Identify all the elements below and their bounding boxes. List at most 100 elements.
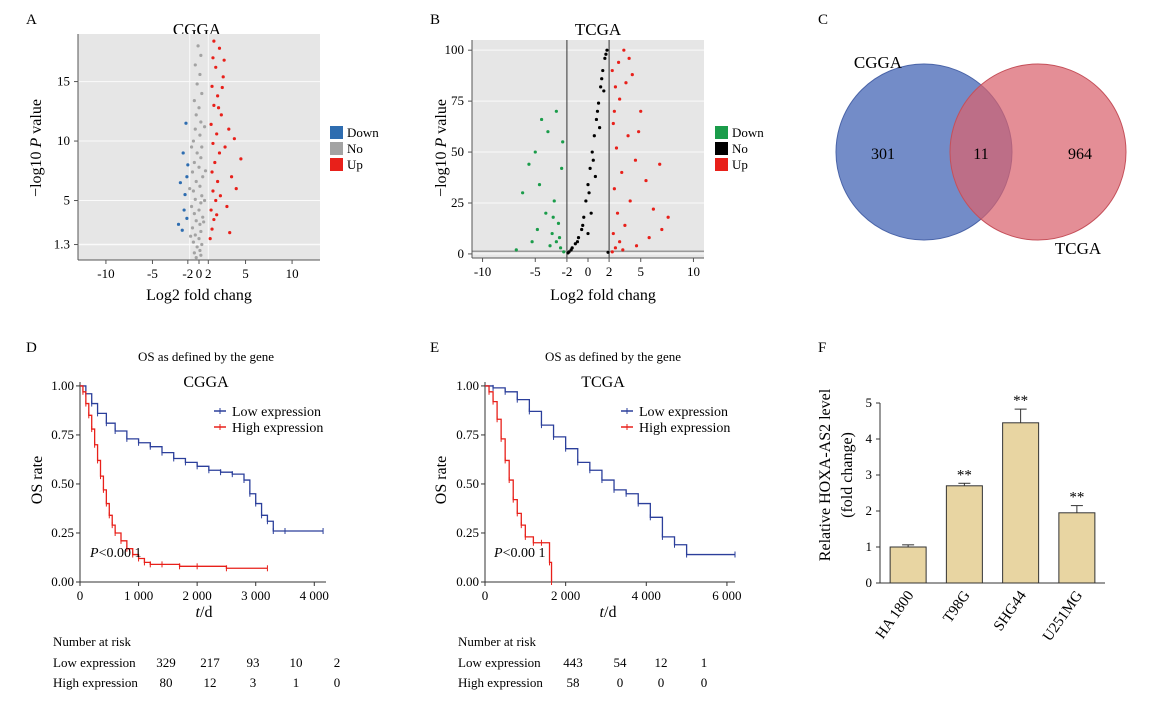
- data-point-no: [190, 226, 195, 230]
- panel-b-x-label: Log2 fold chang: [550, 287, 656, 304]
- data-point-up: [212, 39, 216, 43]
- data-point-down: [521, 191, 525, 195]
- panel-f-bars: ** ** **: [889, 393, 1096, 584]
- data-point-no: [203, 169, 208, 173]
- data-point-no: [195, 82, 199, 86]
- data-point-up: [213, 160, 217, 165]
- data-point-no: [200, 242, 204, 247]
- data-point-down: [544, 211, 548, 215]
- data-point-no: [594, 117, 599, 122]
- data-point-down: [181, 151, 185, 155]
- y-tick-label: 0.00: [456, 574, 479, 589]
- panel-e-subtitle: TCGA: [581, 374, 625, 391]
- data-point-up: [209, 208, 213, 212]
- data-point-up: [210, 227, 214, 231]
- y-tick-label: 0: [866, 575, 873, 590]
- data-point-no: [582, 215, 586, 219]
- risk-cell: 12: [204, 675, 217, 690]
- data-point-down: [554, 240, 558, 244]
- data-point-no: [202, 220, 206, 224]
- x-tick-label: 2: [205, 266, 212, 281]
- data-point-no: [194, 113, 198, 117]
- data-point-no: [603, 56, 607, 60]
- data-point-up: [624, 81, 628, 85]
- y-tick-label: 0.25: [456, 525, 479, 540]
- data-point-down: [554, 109, 558, 113]
- legend-label: High expression: [232, 421, 323, 436]
- data-point-down: [557, 236, 562, 240]
- panel-b-points: [514, 48, 670, 255]
- panel-letter-f: F: [818, 340, 826, 356]
- data-point-up: [228, 231, 232, 235]
- data-point-up: [216, 94, 220, 98]
- panel-a-x-label: Log2 fold chang: [146, 287, 252, 304]
- y-tick-label: 0.50: [51, 476, 74, 491]
- data-point-no: [199, 201, 203, 205]
- legend-swatch: [330, 158, 343, 171]
- data-point-no: [601, 68, 605, 73]
- panel-f-y-ticks: 0 1 2 3 4 5: [866, 395, 880, 590]
- data-point-no: [592, 134, 596, 138]
- data-point-up: [223, 145, 227, 149]
- y-tick-label: 15: [57, 74, 70, 89]
- data-point-up: [214, 65, 218, 69]
- data-point-up: [211, 189, 215, 193]
- y-tick-label: 2: [866, 503, 873, 518]
- x-tick-label: -10: [97, 266, 114, 281]
- data-point-up: [618, 97, 622, 101]
- data-point-down: [180, 228, 184, 232]
- risk-cell: 10: [290, 655, 303, 670]
- data-point-no: [189, 145, 194, 149]
- panel-e-x-ticks: 0 2 000 4 000 6 000: [482, 582, 742, 603]
- risk-cell: 1: [701, 655, 708, 670]
- legend-swatch: [715, 158, 728, 171]
- risk-row-label: Low expression: [458, 655, 541, 670]
- data-point-no: [193, 197, 197, 201]
- data-point-no: [191, 139, 196, 143]
- data-point-no: [189, 234, 193, 238]
- panel-e-curves: [485, 384, 736, 585]
- x-tick-label: 5: [242, 266, 249, 281]
- panel-f-x-ticks: HA 1800 T98G SHG44 U251MG: [873, 588, 1086, 645]
- bar: [1058, 512, 1096, 584]
- data-point-down: [558, 246, 563, 250]
- x-tick-label: 6 000: [712, 588, 741, 603]
- risk-cell: 80: [160, 675, 173, 690]
- data-point-no: [190, 170, 195, 174]
- panel-d-p-value: P<0.00 1: [89, 546, 141, 561]
- data-point-down: [182, 208, 186, 212]
- data-point-no: [197, 208, 201, 212]
- data-point-up: [209, 122, 213, 126]
- data-point-up: [651, 207, 655, 211]
- data-point-up: [660, 227, 664, 232]
- venn-count-cgga-only: 301: [871, 146, 895, 163]
- x-tick-label: 1 000: [124, 588, 153, 603]
- data-point-no: [595, 109, 600, 113]
- data-point-no: [192, 251, 196, 255]
- data-point-up: [620, 170, 624, 175]
- data-point-no: [602, 89, 606, 93]
- legend-swatch: [330, 126, 343, 139]
- data-point-down: [552, 199, 556, 203]
- panel-d-y-label: OS rate: [29, 456, 46, 504]
- bar: [1002, 422, 1040, 584]
- data-point-up: [610, 250, 614, 254]
- x-tick-label: -5: [530, 264, 541, 279]
- data-point-down: [540, 117, 544, 122]
- data-point-no: [198, 222, 202, 226]
- data-point-up: [212, 217, 216, 222]
- y-tick-label: 0.75: [51, 427, 74, 442]
- x-tick-label: 0: [196, 266, 203, 281]
- x-tick-label: 3 000: [241, 588, 270, 603]
- x-tick-label: 10: [687, 264, 700, 279]
- data-point-no: [599, 85, 603, 89]
- data-point-up: [208, 236, 212, 241]
- data-point-down: [527, 162, 531, 166]
- data-point-up: [639, 109, 643, 113]
- data-point-down: [185, 216, 189, 220]
- data-point-up: [615, 211, 620, 215]
- x-tick-label: 5: [637, 264, 644, 279]
